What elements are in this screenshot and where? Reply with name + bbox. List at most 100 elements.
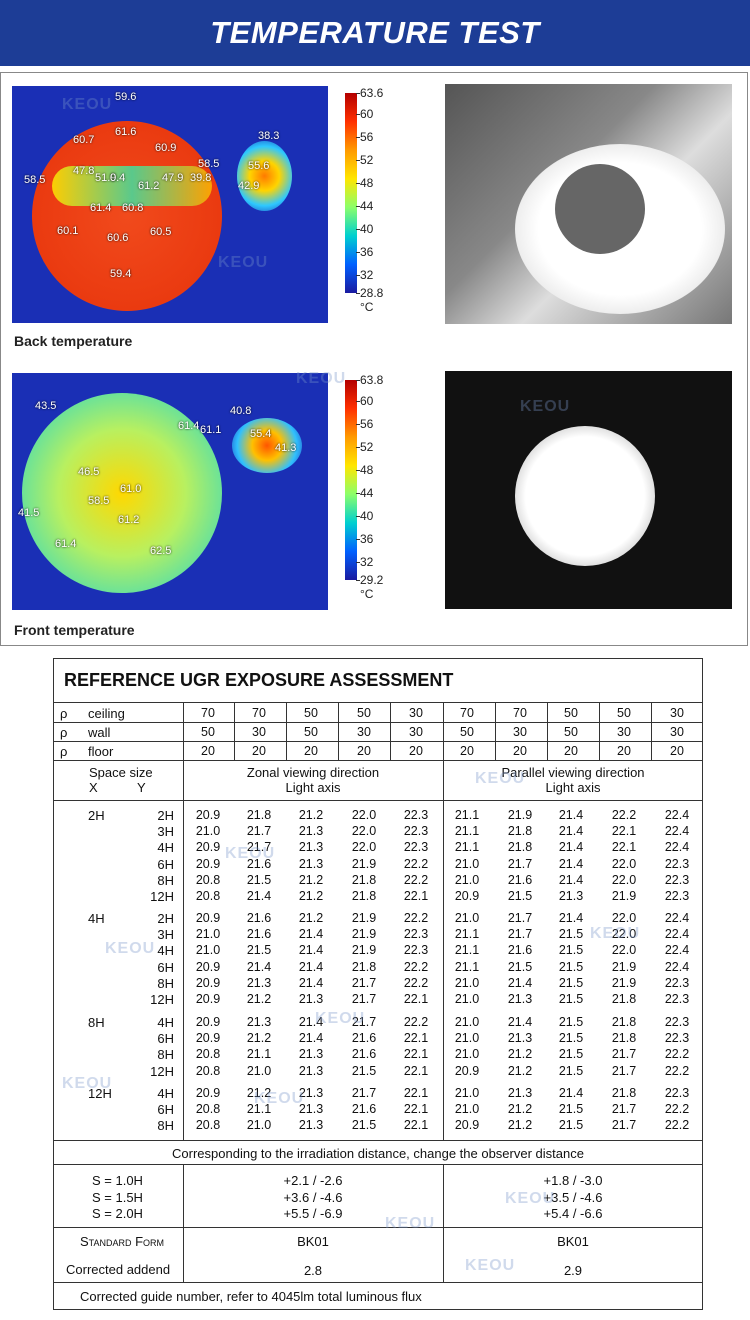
scale-tick-label: 63.8 (360, 373, 384, 387)
rho-symbol: ρ (60, 744, 68, 759)
spacing-label: S = 2.0H (92, 1206, 143, 1221)
temperature-reading: 55.6 (248, 160, 270, 172)
temperature-reading: 51.9 (95, 172, 117, 184)
temperature-reading: 61.6 (115, 126, 137, 138)
rho-symbol: ρ (60, 725, 68, 740)
ugr-value: 21.7 (351, 992, 377, 1006)
ugr-value: 22.3 (664, 872, 690, 887)
wall-value: 50 (304, 725, 318, 739)
parallel-spacing-value: +3.5 / -4.6 (543, 1189, 603, 1205)
ceiling-value: 50 (617, 706, 631, 720)
ugr-value: 20.9 (454, 889, 480, 903)
ugr-value: 21.2 (298, 872, 324, 887)
ugr-value: 22.3 (664, 889, 690, 903)
table-divider (338, 702, 339, 760)
ugr-value: 20.9 (195, 992, 221, 1006)
back-thermal-image (12, 86, 328, 323)
ugr-value: 21.5 (558, 992, 584, 1006)
ugr-value: 22.1 (403, 1102, 429, 1117)
ugr-value: 21.5 (558, 975, 584, 990)
space-y-label: 12H (150, 1063, 174, 1079)
ugr-value: 21.0 (454, 992, 480, 1006)
temperature-reading: 62.5 (150, 545, 172, 557)
ugr-value: 22.1 (403, 1118, 429, 1133)
ugr-value: 21.0 (454, 1015, 480, 1029)
ugr-value: 21.1 (454, 824, 480, 839)
ugr-value: 21.3 (507, 992, 533, 1006)
zonal-spacing-value: +5.5 / -6.9 (283, 1206, 343, 1221)
temperature-reading: 61.4 (55, 538, 77, 550)
ugr-value: 21.3 (558, 889, 584, 903)
zonal-spacing-value: +3.6 / -4.6 (283, 1189, 343, 1205)
ugr-value: 22.4 (664, 911, 690, 925)
temperature-reading: 41.3 (275, 442, 297, 454)
scale-tick (356, 380, 360, 381)
ugr-value: 22.2 (403, 911, 429, 925)
ugr-value: 20.9 (454, 1063, 480, 1078)
ugr-title: REFERENCE UGR EXPOSURE ASSESSMENT (64, 670, 454, 690)
scale-tick (356, 183, 360, 184)
space-y-label: 12H (150, 992, 174, 1007)
x-label: X (89, 780, 98, 795)
space-y-label: 12H (150, 889, 174, 904)
ugr-value: 22.3 (664, 856, 690, 871)
ugr-value: 21.0 (454, 856, 480, 871)
watermark-text: KEOU (385, 1215, 436, 1232)
ugr-value: 21.2 (246, 1031, 272, 1046)
ugr-value: 22.2 (403, 856, 429, 871)
ugr-value: 21.6 (246, 856, 272, 871)
ugr-value: 21.5 (351, 1118, 377, 1133)
temperature-reading: 61.4 (178, 420, 200, 432)
floor-value: 20 (670, 744, 684, 758)
ugr-value: 21.2 (507, 1102, 533, 1117)
wall-value: 30 (252, 725, 266, 739)
floor-value: 20 (617, 744, 631, 758)
space-y-label: 3H (157, 927, 174, 943)
ugr-value: 21.6 (507, 943, 533, 958)
ugr-value: 21.9 (611, 975, 637, 990)
scale-tick-label: 48 (360, 176, 374, 190)
space-y-label: 4H (157, 840, 174, 856)
ugr-value: 21.8 (611, 1031, 637, 1046)
scale-tick (356, 470, 360, 471)
ugr-value: 21.8 (351, 959, 377, 974)
wall-value: 50 (201, 725, 215, 739)
ugr-value: 20.9 (195, 959, 221, 974)
temperature-reading: 47.9 (162, 172, 184, 184)
ugr-value: 21.7 (351, 1015, 377, 1029)
temperature-reading: 59.6 (115, 91, 137, 103)
ugr-value: 21.2 (298, 889, 324, 903)
corrected-addend-parallel: 2.9 (563, 1263, 583, 1278)
ugr-value: 21.6 (351, 1031, 377, 1046)
ugr-value: 22.0 (611, 872, 637, 887)
temperature-reading: 61.4 (90, 202, 112, 214)
temperature-reading: 58.5 (198, 158, 220, 170)
ugr-value: 21.8 (611, 1015, 637, 1029)
ugr-value: 21.6 (507, 872, 533, 887)
ugr-value: 21.6 (351, 1047, 377, 1062)
scale-tick (356, 229, 360, 230)
table-divider (183, 702, 184, 800)
ugr-value: 21.9 (351, 856, 377, 871)
ugr-value: 21.9 (351, 911, 377, 925)
ugr-value: 21.5 (507, 959, 533, 974)
ugr-value: 21.5 (558, 943, 584, 958)
ugr-value: 22.3 (664, 1031, 690, 1046)
ugr-value: 21.9 (611, 889, 637, 903)
ugr-value: 21.7 (246, 840, 272, 855)
ugr-value: 22.4 (664, 840, 690, 855)
scale-tick-label: 40 (360, 222, 374, 236)
table-divider (53, 760, 703, 761)
scale-tick (356, 516, 360, 517)
watermark-text: KEOU (296, 370, 347, 387)
scale-tick (356, 539, 360, 540)
ugr-value: 22.3 (403, 840, 429, 855)
ugr-value: 21.3 (298, 1102, 324, 1117)
ugr-value: 21.5 (246, 943, 272, 958)
floor-value: 20 (357, 744, 371, 758)
space-y-label: 8H (157, 872, 174, 888)
ugr-value: 21.3 (298, 1063, 324, 1078)
ugr-value: 21.4 (246, 959, 272, 974)
table-divider (183, 1164, 184, 1282)
table-divider (495, 702, 496, 760)
